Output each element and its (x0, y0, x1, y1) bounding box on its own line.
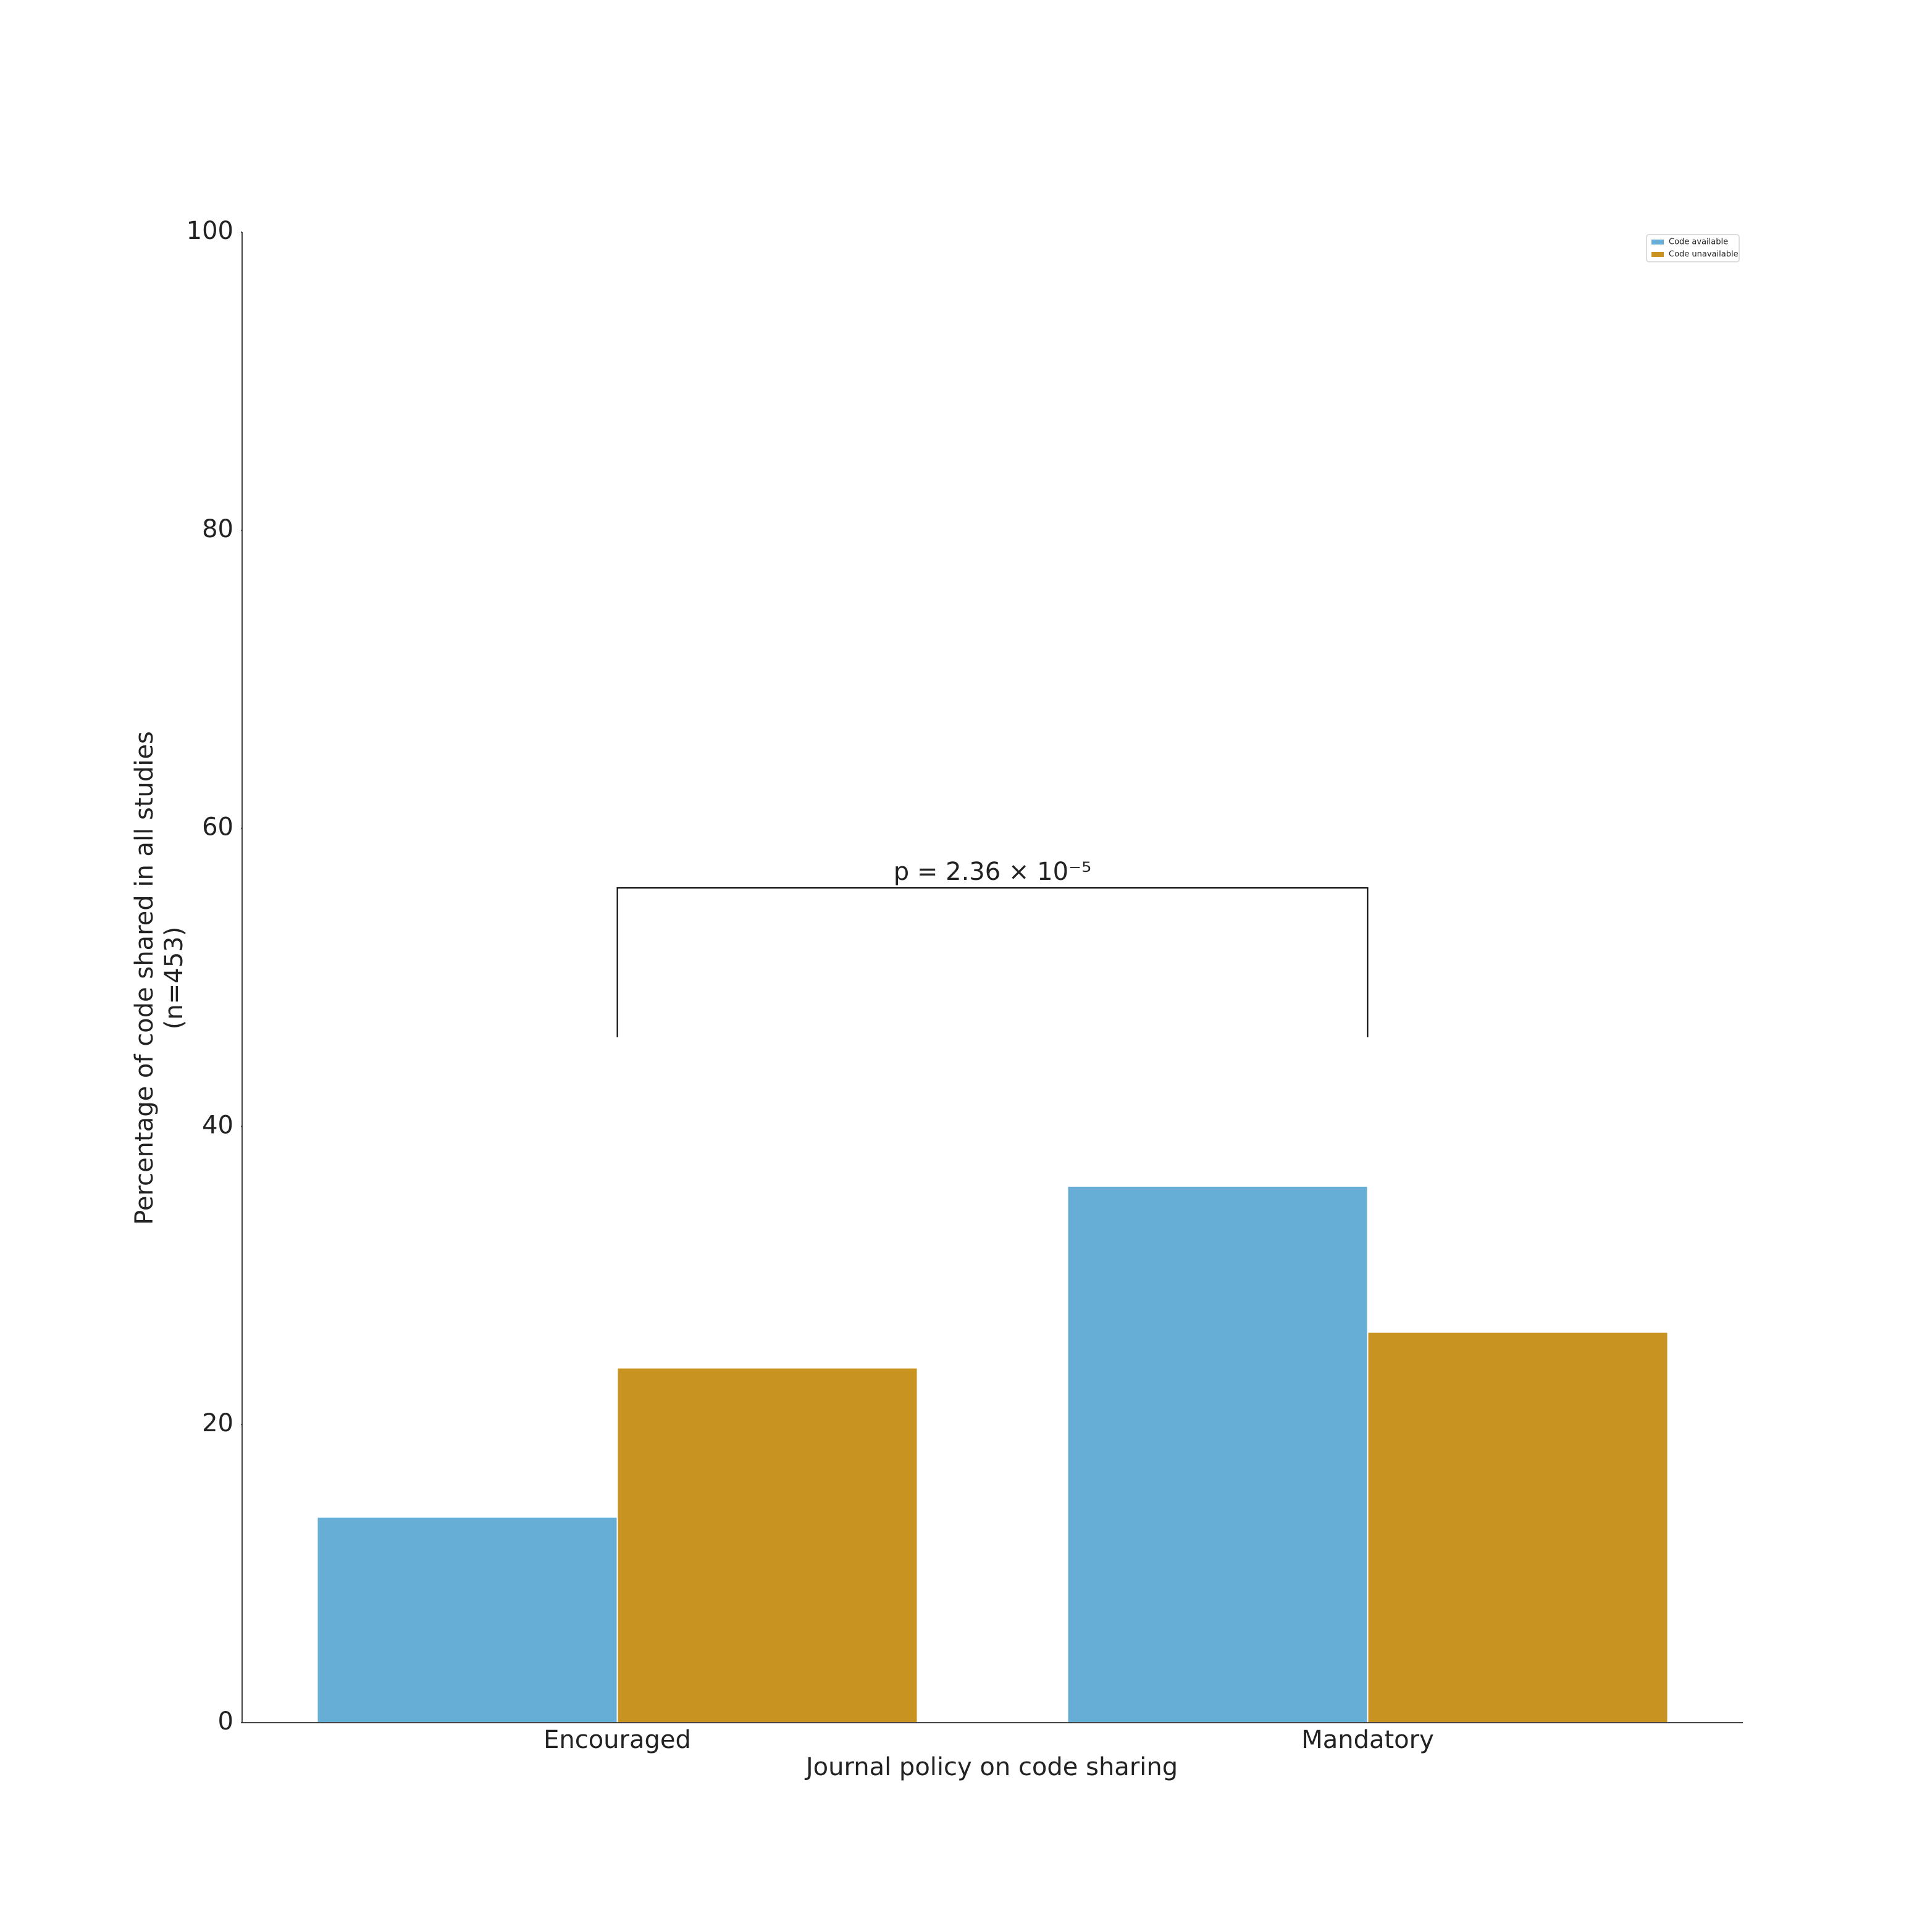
y-tick-label: 40 (202, 1111, 233, 1139)
legend-label: Code available (1669, 238, 1728, 247)
annotation: p = 2.36 × 10⁻⁵ (894, 858, 1091, 886)
bar (316, 1516, 618, 1723)
y-tick-label: 100 (187, 217, 233, 245)
y-tick-label: 0 (218, 1707, 233, 1736)
y-tick-label: 60 (202, 813, 233, 842)
bar (1067, 1185, 1369, 1723)
significance-bracket (616, 887, 1369, 1037)
bar (1367, 1331, 1669, 1723)
y-tick-label: 80 (202, 515, 233, 543)
legend-swatch (1651, 252, 1664, 257)
y-axis-label: (n=453) (160, 927, 188, 1029)
x-tick-label: Encouraged (543, 1726, 691, 1754)
x-tick-label: Mandatory (1301, 1726, 1434, 1754)
legend-box (1646, 234, 1740, 262)
x-axis-label: Journal policy on code sharing (804, 1753, 1178, 1781)
legend-label: Code unavailable (1669, 250, 1739, 259)
bar (616, 1367, 918, 1723)
y-axis-label: Percentage of code shared in all studies (130, 731, 159, 1225)
legend-swatch (1651, 240, 1664, 245)
y-tick-label: 20 (202, 1409, 233, 1437)
